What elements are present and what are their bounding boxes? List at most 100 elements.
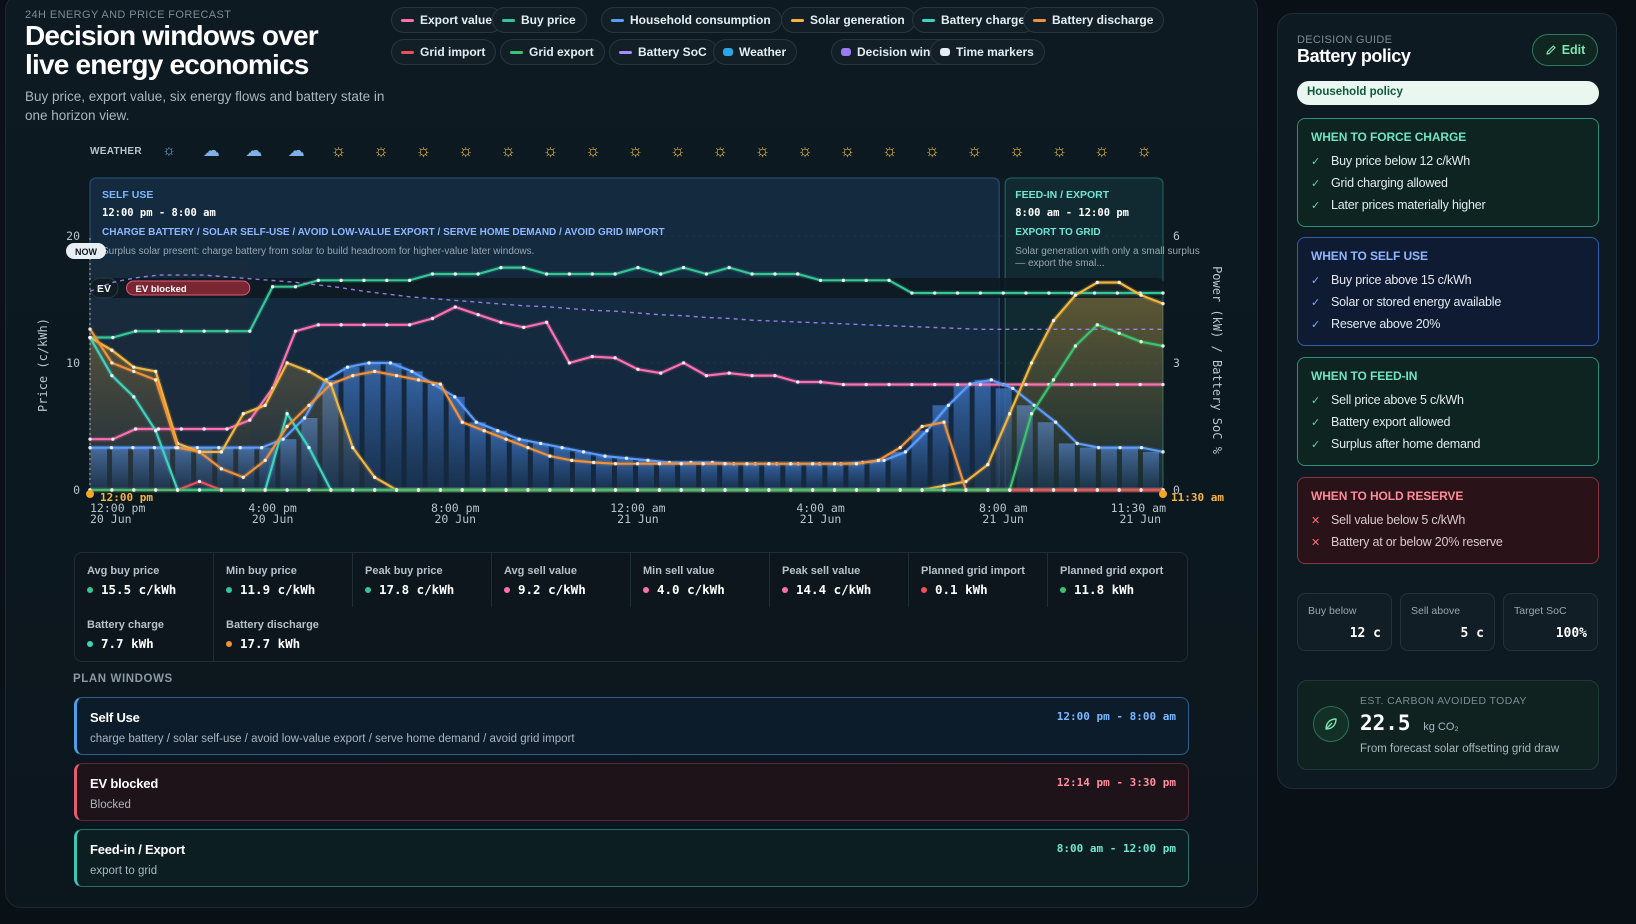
series-point (111, 335, 115, 340)
series-point (591, 460, 596, 465)
series-point (1161, 382, 1165, 387)
legend-chip-household-consumption[interactable]: Household consumption (601, 7, 782, 33)
series-point (942, 484, 946, 488)
legend-chip-battery-charge[interactable]: Battery charge (912, 7, 1037, 33)
legend-label: Grid export (529, 45, 594, 59)
y-right-tick: 3 (1173, 356, 1180, 370)
threshold-value: 100% (1555, 626, 1587, 641)
series-point (388, 361, 393, 365)
legend-swatch (1033, 18, 1046, 22)
plan-window-self-use[interactable]: Self Use charge battery / solar self-use… (74, 697, 1189, 755)
x-tick-time: 8:00 pm (431, 501, 480, 515)
x-tick-date: 21 Jun (982, 512, 1024, 526)
series-point (810, 488, 815, 492)
series-point (910, 291, 914, 295)
series-point (1008, 412, 1012, 416)
series-point (1054, 420, 1058, 424)
series-point (964, 488, 968, 492)
series-point (1011, 386, 1015, 391)
policy-selector[interactable]: Household policy (1297, 81, 1599, 105)
series-point (1117, 488, 1121, 492)
series-point (202, 329, 206, 333)
legend-chip-grid-export[interactable]: Grid export (500, 39, 605, 65)
carbon-kicker: EST. CARBON AVOIDED TODAY (1360, 695, 1527, 707)
series-point (195, 445, 199, 450)
series-point (920, 488, 924, 492)
series-point (882, 458, 886, 463)
legend-chip-grid-import[interactable]: Grid import (391, 39, 497, 65)
stat-label: Planned grid import (921, 565, 1025, 577)
plan-window-sub: charge battery / solar self-use / avoid … (90, 733, 575, 745)
series-point (197, 450, 202, 454)
series-point (876, 458, 881, 463)
x-tick-time: 8:00 am (979, 501, 1028, 515)
series-point (767, 488, 771, 492)
legend-chip-buy-price[interactable]: Buy price (492, 7, 587, 33)
x-tick-date: 21 Jun (617, 512, 659, 526)
series-point (175, 445, 180, 450)
series-point (175, 488, 180, 492)
series-point (88, 445, 92, 450)
series-point (156, 427, 161, 431)
stat-battery-discharge: Battery discharge 17.7 kWh (214, 607, 353, 661)
plan-window-name: Feed-in / Export (90, 842, 186, 857)
legend-swatch (401, 50, 414, 54)
weather-label: WEATHER (90, 146, 142, 157)
stat-value-text: 14.4 c/kWh (796, 582, 872, 597)
series-point (745, 488, 749, 492)
series-point (307, 488, 311, 492)
series-point (636, 265, 640, 270)
series-point (887, 382, 891, 387)
legend-chip-weather[interactable]: Weather (713, 39, 798, 65)
rule-title: WHEN TO HOLD RESERVE (1311, 489, 1464, 503)
x-tick-time: 11:30 am (1111, 501, 1166, 515)
series-point (789, 462, 793, 466)
series-point (876, 488, 881, 492)
stat-value: 4.0 c/kWh (643, 582, 769, 597)
series-point (704, 373, 709, 378)
edit-button[interactable]: Edit (1532, 34, 1598, 66)
x-tick-date: 20 Jun (252, 512, 294, 526)
legend-chip-export-value[interactable]: Export value (391, 7, 504, 33)
series-point (453, 395, 457, 399)
plan-window-ev-blocked[interactable]: EV blocked Blocked 12:14 pm - 3:30 pm (74, 763, 1189, 821)
plan-window-feed-in[interactable]: Feed-in / Export export to grid 8:00 am … (74, 829, 1189, 887)
sun-icon: ☼ (500, 141, 516, 160)
stat-dot (504, 586, 510, 593)
stat-min-buy-price: Min buy price 11.9 c/kWh (214, 553, 353, 607)
legend-chip-solar-generation[interactable]: Solar generation (781, 7, 916, 33)
stat-value-text: 0.1 kWh (935, 582, 988, 597)
legend-label: Battery discharge (1052, 13, 1154, 27)
x-tick-date: 20 Jun (435, 512, 477, 526)
cross-icon: ✕ (1311, 536, 1321, 549)
series-point (704, 272, 709, 276)
series-point (1008, 488, 1012, 492)
series-point (225, 427, 229, 431)
decision-window-note: Surplus solar present: charge battery fr… (102, 246, 534, 257)
rule-item: ✓ Grid charging allowed (1311, 172, 1585, 194)
consumption-bar (595, 456, 612, 490)
consumption-bar (616, 458, 634, 490)
legend-chip-time-markers[interactable]: Time markers (930, 39, 1045, 65)
series-point (179, 329, 184, 333)
series-point (474, 420, 478, 424)
series-point (385, 278, 389, 283)
stat-value: 14.4 c/kWh (782, 582, 908, 597)
series-point (1115, 382, 1120, 387)
series-point (613, 272, 617, 276)
legend-chip-battery-soc[interactable]: Battery SoC (609, 39, 718, 65)
series-point (217, 445, 221, 450)
series-point (570, 488, 574, 492)
series-point (316, 278, 320, 283)
check-icon: ✓ (1311, 438, 1321, 451)
series-point (818, 278, 823, 283)
legend-chip-battery-discharge[interactable]: Battery discharge (1023, 7, 1165, 33)
legend-label: Battery charge (941, 13, 1026, 27)
series-point (832, 488, 837, 492)
series-point (111, 437, 115, 441)
carbon-card: EST. CARBON AVOIDED TODAY 22.5 kg CO₂ Fr… (1297, 680, 1599, 770)
series-point (1001, 291, 1005, 295)
consumption-bar (764, 463, 781, 490)
stat-label: Min sell value (643, 565, 715, 577)
carbon-unit: kg CO₂ (1423, 721, 1459, 733)
